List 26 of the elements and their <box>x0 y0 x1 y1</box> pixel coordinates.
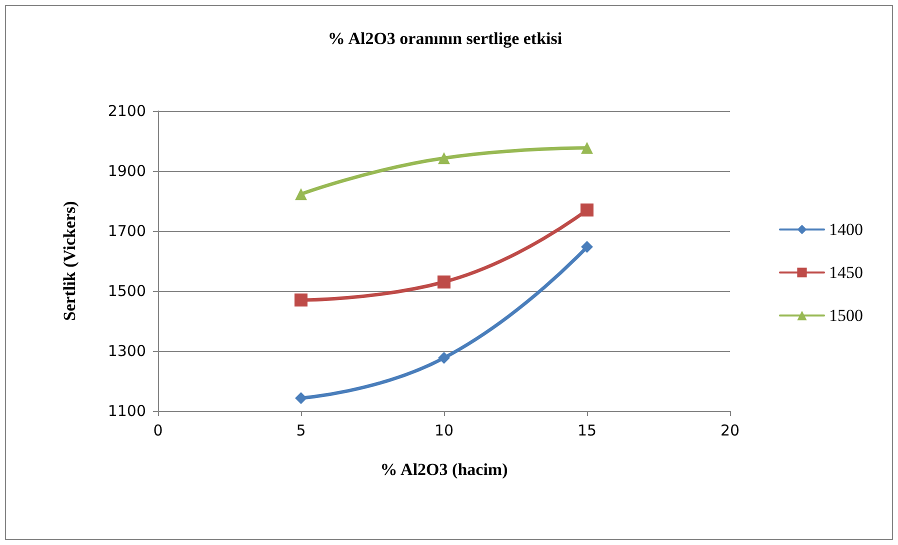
point <box>438 352 450 364</box>
point <box>581 142 593 154</box>
legend-label: 1500 <box>829 306 863 325</box>
y-tick-label: 2100 <box>108 102 146 120</box>
x-tick-label: 15 <box>577 422 597 440</box>
x-tick-label: 0 <box>153 422 163 440</box>
y-tick-label: 1700 <box>108 222 146 240</box>
point <box>580 204 594 216</box>
point <box>438 152 450 164</box>
y-axis-title: Sertlik (Vickers) <box>60 201 79 321</box>
x-tick-label: 10 <box>434 422 454 440</box>
point <box>295 188 307 200</box>
legend-label: 1450 <box>829 263 863 282</box>
point <box>581 240 593 253</box>
y-tick-label: 1100 <box>108 402 146 420</box>
point <box>294 294 308 306</box>
x-tick-label: 20 <box>720 422 740 440</box>
y-tick-label: 1500 <box>108 282 146 300</box>
x-tick-label: 5 <box>296 422 306 440</box>
y-tick-label: 1300 <box>108 342 146 360</box>
x-axis-title: % Al2O3 (hacim) <box>380 460 508 479</box>
point <box>295 392 307 404</box>
y-tick-label: 1900 <box>108 162 146 180</box>
chart-title: % Al2O3 oranının sertlige etkisi <box>328 29 562 48</box>
legend-label: 1400 <box>829 220 863 239</box>
point <box>438 276 450 288</box>
